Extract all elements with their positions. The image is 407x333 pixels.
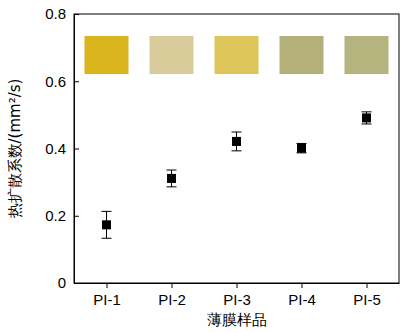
x-tick: PI-3 xyxy=(223,283,251,308)
x-tick-mark xyxy=(172,283,173,288)
y-tick-mark xyxy=(74,81,79,82)
error-bar-cap xyxy=(102,238,112,239)
x-tick-label: PI-4 xyxy=(288,291,316,308)
sample-photos xyxy=(85,36,389,74)
x-tick-label: PI-3 xyxy=(223,291,251,308)
error-bar xyxy=(102,211,112,238)
error-bar xyxy=(167,170,177,187)
x-tick-mark xyxy=(302,283,303,288)
error-bar-cap xyxy=(102,211,112,212)
error-bar-cap xyxy=(167,186,177,187)
point xyxy=(232,137,241,146)
sample-photo xyxy=(85,36,129,74)
plot-frame xyxy=(74,14,399,283)
y-tick: 0.8 xyxy=(45,5,79,22)
x-tick-mark xyxy=(107,283,108,288)
x-axis: PI-1 PI-2 PI-3 PI-4 PI-5 xyxy=(75,283,400,308)
error-bar-cap xyxy=(362,111,372,112)
sample-photo xyxy=(215,36,259,74)
error-bar-cap xyxy=(167,170,177,171)
point xyxy=(102,220,111,229)
x-tick: PI-1 xyxy=(93,283,121,308)
error-bar-cap xyxy=(232,150,242,151)
error-bar xyxy=(297,143,307,152)
x-tick: PI-4 xyxy=(288,283,316,308)
x-tick-mark xyxy=(237,283,238,288)
x-tick: PI-5 xyxy=(353,283,381,308)
y-tick-mark xyxy=(74,14,79,15)
point xyxy=(297,144,306,153)
x-axis-title: 薄膜样品 xyxy=(207,311,267,329)
sample-photo xyxy=(150,36,194,74)
y-tick-label: 0.2 xyxy=(45,207,66,224)
y-tick-mark xyxy=(74,216,79,217)
x-tick-label: PI-1 xyxy=(93,291,121,308)
error-bar xyxy=(232,132,242,151)
sample-photo xyxy=(345,36,389,74)
plot: 0 0.2 0.4 0.6 0.8 PI-1 PI-2 PI-3 PI-4 PI-5 xyxy=(45,5,399,307)
x-tick-label: PI-5 xyxy=(353,291,381,308)
y-tick-label: 0.6 xyxy=(45,73,66,90)
y-tick: 0.4 xyxy=(45,140,79,157)
marks xyxy=(102,112,372,238)
x-tick-label: PI-2 xyxy=(158,291,186,308)
y-tick: 0.6 xyxy=(45,73,79,90)
y-axis: 0 0.2 0.4 0.6 0.8 xyxy=(45,5,79,291)
y-tick-label: 0.4 xyxy=(45,140,66,157)
point xyxy=(167,174,176,183)
y-axis-title: 热扩散系数/(mm²/s) xyxy=(6,79,24,219)
y-tick-label: 0.8 xyxy=(45,5,66,22)
error-bar xyxy=(362,112,372,124)
y-tick-label: 0 xyxy=(58,274,66,291)
x-tick: PI-2 xyxy=(158,283,186,308)
y-tick-mark xyxy=(74,149,79,150)
y-tick: 0 xyxy=(58,274,79,291)
chart: 0 0.2 0.4 0.6 0.8 PI-1 PI-2 PI-3 PI-4 PI-5 薄膜样品 热扩散… xyxy=(0,0,407,333)
x-tick-mark xyxy=(367,283,368,288)
y-tick: 0.2 xyxy=(45,207,79,224)
sample-photo xyxy=(280,36,324,74)
error-bar-cap xyxy=(362,123,372,124)
error-bar-cap xyxy=(232,132,242,133)
point xyxy=(362,113,371,122)
